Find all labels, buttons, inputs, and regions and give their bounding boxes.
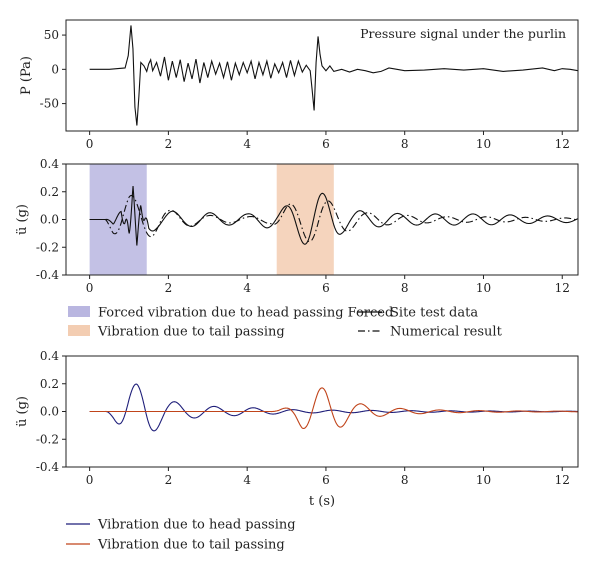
chart-panel-3: 0 2 4 6 8 10 12 -0.4 -0.2 0.0 0.2 0.4 ü (g) t (s) [15,349,579,509]
x-tick-label: 12 [555,473,570,487]
y-tick-label: 0.0 [40,405,59,419]
x-tick-label: 2 [165,473,173,487]
y-tick-label: 0.2 [40,377,59,391]
legend-item: Vibration due to tail passing [68,325,285,340]
y-axis-label: P (Pa) [19,56,34,95]
plot-frame [65,19,579,132]
x-tick-label: 4 [243,473,251,487]
x-tick-label: 0 [86,473,94,487]
legend-label: Vibration due to head passing [97,518,296,533]
series-line-vibration-due-to-tail-passing [89,387,578,430]
x-tick-label: 4 [243,137,251,151]
y-tick-label: -50 [40,97,59,111]
x-tick-label: 6 [322,281,330,295]
x-tick-label: 10 [476,473,491,487]
x-tick-label: 12 [555,137,570,151]
legend-label: Vibration due to tail passing [97,325,285,340]
y-tick-label: 0.2 [40,185,59,199]
series-line-vibration-due-to-head-passing [89,383,578,432]
legend-item: Site test data [358,306,478,321]
y-tick-label: 0.0 [40,213,59,227]
legend-item: Vibration due to head passing [66,518,296,533]
legend-label: Vibration due to tail passing [97,538,285,553]
series-line-site-test-data [89,186,578,246]
chart-annotation: Pressure signal under the purlin [360,26,566,41]
x-tick-label: 0 [86,137,94,151]
legend-swatch [68,306,90,317]
x-tick-label: 8 [401,137,409,151]
legend-item: Numerical result [358,325,503,340]
legend-item: Vibration due to tail passing [66,538,285,553]
y-tick-label: 0.4 [40,349,59,363]
legend-label: Forced vibration due to head passing For… [98,306,393,321]
legend-bottom: Vibration due to head passing Vibration d… [66,518,296,553]
x-axis-label: t (s) [309,494,335,509]
x-tick-label: 10 [476,137,491,151]
shaded-region-2 [276,164,334,275]
series-line-panel1-1 [89,25,578,126]
y-tick-label: 0.4 [40,157,59,171]
x-tick-label: 6 [322,137,330,151]
y-tick-label: 0 [51,62,59,76]
legend-label: Site test data [390,306,478,321]
y-tick-label: -0.2 [36,240,59,254]
y-axis-label: ü (g) [15,204,30,235]
chart-panel-2: 0 2 4 6 8 10 12 -0.4 -0.2 0.0 0.2 0.4 ü (g) [15,157,579,295]
x-tick-label: 10 [476,281,491,295]
legend-item: Forced vibration due to head passing For… [68,306,393,321]
x-tick-label: 8 [401,473,409,487]
y-axis-label: ü (g) [15,396,30,427]
y-tick-label: -0.2 [36,432,59,446]
y-tick-label: -0.4 [36,268,60,282]
y-tick-label: -0.4 [36,460,60,474]
x-tick-label: 12 [555,281,570,295]
x-tick-label: 2 [165,281,173,295]
x-tick-label: 6 [322,473,330,487]
y-tick-label: 50 [44,28,59,42]
series-line-numerical-result [89,194,578,243]
x-tick-label: 4 [243,281,251,295]
chart-panel-1: 0 2 4 6 8 10 12 -50 0 50 P (Pa) Pressure signal und… [19,19,579,151]
legend-label: Numerical result [390,325,503,340]
x-tick-label: 2 [165,137,173,151]
x-tick-label: 8 [401,281,409,295]
x-tick-label: 0 [86,281,94,295]
legend-top: Forced vibration due to head passing For… [68,306,503,340]
legend-swatch [68,325,90,336]
